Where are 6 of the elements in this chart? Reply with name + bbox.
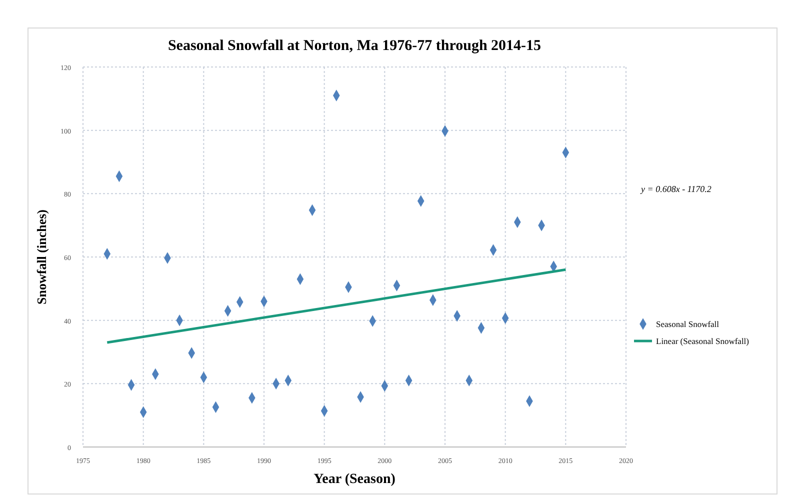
x-axis-title: Year (Season) (314, 472, 396, 487)
y-axis-title: Snowfall (inches) (34, 210, 49, 304)
chart-title: Seasonal Snowfall at Norton, Ma 1976-77 through 2014-15 (168, 38, 542, 54)
legend-label: Linear (Seasonal Snowfall) (656, 336, 750, 346)
legend-label: Seasonal Snowfall (656, 319, 720, 329)
text: y = 0.608x - 1170.2 (640, 184, 712, 194)
